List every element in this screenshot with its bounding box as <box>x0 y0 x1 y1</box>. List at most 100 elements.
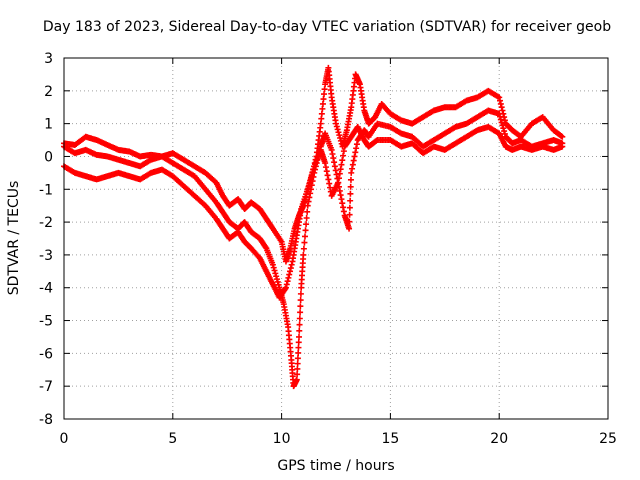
data-point <box>501 128 508 135</box>
data-point <box>308 171 315 178</box>
data-point <box>352 149 359 156</box>
data-point <box>335 175 342 182</box>
data-point <box>274 278 281 285</box>
data-point <box>273 276 280 283</box>
data-point <box>301 233 308 240</box>
data-point <box>296 321 303 328</box>
data-point <box>322 164 329 171</box>
data-point <box>307 190 314 197</box>
data-point <box>337 166 344 173</box>
data-point <box>309 169 316 176</box>
data-point <box>297 303 304 310</box>
data-point <box>333 120 339 127</box>
y-tick-label: 2 <box>44 84 53 100</box>
data-point <box>353 141 360 148</box>
data-point <box>301 239 308 246</box>
data-point <box>346 204 353 211</box>
y-tick-label: -7 <box>39 379 53 395</box>
data-point <box>297 309 304 316</box>
data-point <box>340 148 347 155</box>
data-point <box>287 265 294 272</box>
x-axis-label: GPS time / hours <box>277 458 394 474</box>
data-point <box>297 290 304 297</box>
data-point <box>501 117 508 124</box>
data-point <box>349 165 356 172</box>
x-tick-labels: 0 5 10 15 20 25 <box>60 431 617 447</box>
series-upper <box>61 64 566 265</box>
data-point <box>295 339 302 346</box>
data-point <box>346 218 353 225</box>
data-point <box>310 166 317 173</box>
data-point <box>499 107 506 114</box>
data-point <box>339 200 346 207</box>
data-point <box>498 104 505 111</box>
data-point <box>272 270 279 277</box>
data-point <box>324 172 331 179</box>
data-point <box>293 376 300 383</box>
data-point <box>326 180 333 187</box>
data-point <box>496 110 503 117</box>
data-point <box>296 333 303 340</box>
y-tick-label: -1 <box>39 182 53 198</box>
y-tick-label: 1 <box>44 117 53 133</box>
data-point <box>285 274 292 281</box>
data-point <box>304 208 311 215</box>
data-point <box>347 197 354 204</box>
data-point <box>338 196 345 203</box>
data-point <box>284 278 291 285</box>
data-point <box>323 168 330 175</box>
data-point <box>328 146 335 153</box>
data-point <box>346 225 353 232</box>
data-point <box>331 159 338 166</box>
data-point <box>497 97 504 104</box>
y-tick-label: -4 <box>39 281 53 297</box>
y-tick-label: -2 <box>39 215 53 231</box>
data-point <box>296 315 303 322</box>
data-point <box>333 123 340 130</box>
y-tick-labels: -8 -7 -6 -5 -4 -3 -2 -1 0 1 2 3 <box>39 51 53 428</box>
data-point <box>559 133 566 140</box>
y-tick-label: -3 <box>39 248 53 264</box>
grid <box>64 58 608 419</box>
data-point <box>349 161 356 168</box>
x-tick-label: 25 <box>599 431 617 447</box>
y-tick-label: -6 <box>39 346 53 362</box>
data-point <box>335 129 342 136</box>
series-lower <box>61 123 566 301</box>
data-point <box>329 150 336 157</box>
data-point <box>497 113 504 120</box>
y-tick-label: -5 <box>39 314 53 330</box>
data-point <box>353 145 360 152</box>
data-point <box>270 264 277 271</box>
data-point <box>275 281 282 288</box>
data-point <box>304 202 311 209</box>
data-point <box>340 152 347 159</box>
data-point <box>294 365 301 372</box>
data-point <box>287 268 294 275</box>
data-point <box>340 204 347 211</box>
data-point <box>303 221 310 228</box>
data-point <box>559 143 566 150</box>
y-tick-label: 0 <box>44 149 53 165</box>
data-point <box>501 130 508 137</box>
data-point <box>294 355 301 362</box>
data-point <box>336 187 343 194</box>
data-point <box>498 119 505 126</box>
series-middle <box>61 107 566 390</box>
data-point <box>307 174 314 181</box>
data-point <box>269 261 276 268</box>
data-point <box>322 160 329 167</box>
data-point <box>286 271 293 278</box>
data-point <box>558 132 565 139</box>
data-point <box>304 186 311 193</box>
data-point <box>300 245 307 252</box>
data-point <box>294 360 301 367</box>
x-tick-label: 15 <box>381 431 399 447</box>
data-point <box>294 371 301 378</box>
data-point <box>337 192 344 199</box>
data-point <box>325 176 332 183</box>
x-tick-label: 0 <box>60 431 69 447</box>
data-point <box>302 227 309 234</box>
data-point <box>497 116 504 123</box>
